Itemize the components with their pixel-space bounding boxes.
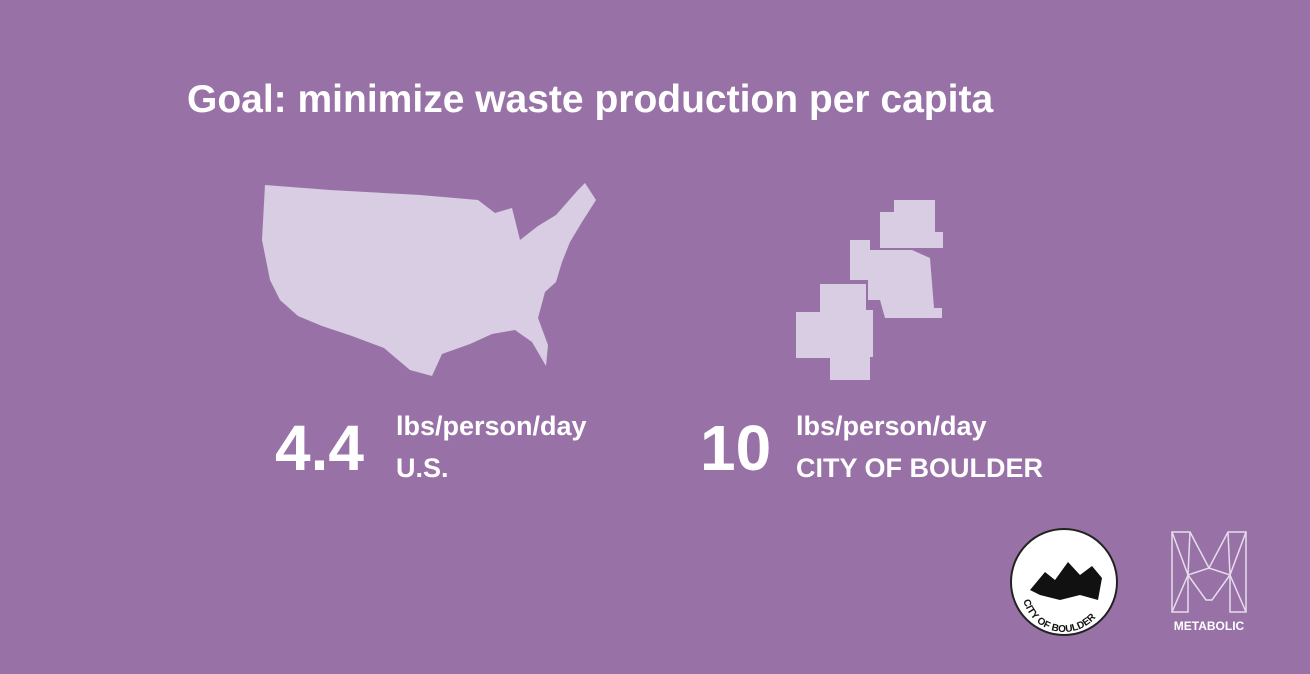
boulder-map: [796, 200, 943, 380]
stat-place: CITY OF BOULDER: [796, 453, 1043, 483]
stat-place: U.S.: [396, 453, 449, 483]
stat-unit: lbs/person/day: [396, 411, 587, 441]
us-map: [262, 183, 596, 376]
title: Goal: minimize waste production per capi…: [187, 78, 993, 121]
stat-value: 4.4: [275, 412, 364, 484]
metabolic-name: METABOLIC: [1174, 619, 1245, 633]
stat-value: 10: [700, 412, 771, 484]
boulder-logo: CITY OF BOULDER: [1010, 528, 1118, 636]
metabolic-logo: METABOLIC: [1171, 531, 1247, 633]
stat-unit: lbs/person/day: [796, 411, 987, 441]
